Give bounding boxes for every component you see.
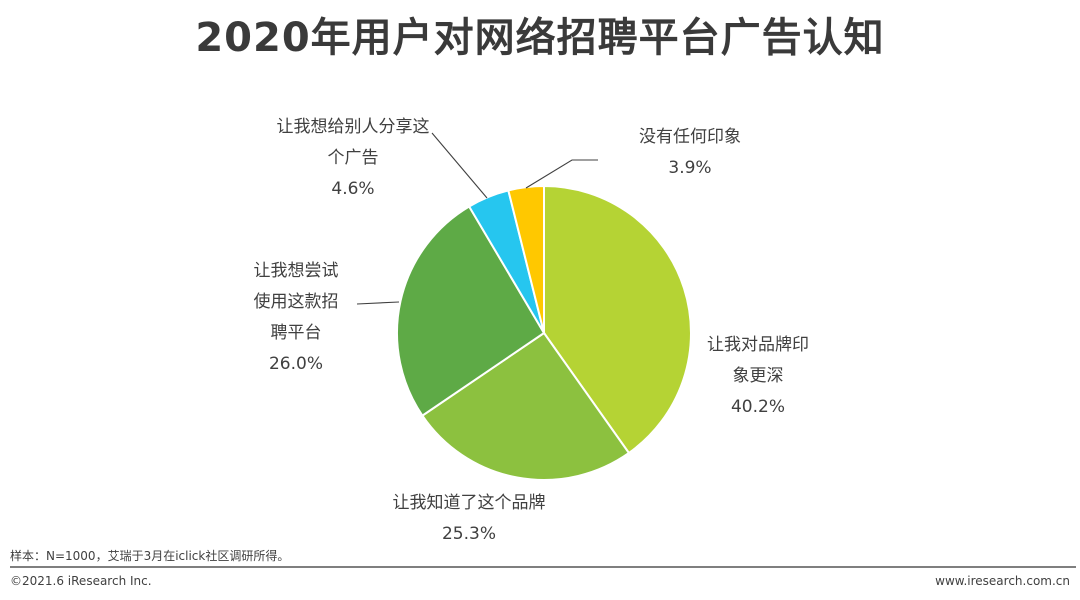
slice-want-to-try-label: 使用这款招	[254, 291, 339, 312]
slice-want-to-try-leader-line	[356, 301, 400, 305]
slice-want-to-try-label: 聘平台	[271, 323, 322, 343]
slice-no-impression-label: 没有任何印象	[639, 127, 741, 147]
slice-want-to-try-label: 让我想尝试	[254, 261, 339, 281]
slice-brand-impression-deeper-label: 让我对品牌印	[707, 335, 809, 355]
slice-want-to-try-value-label: 26.0%	[269, 354, 323, 374]
slice-brand-impression-deeper-label: 象更深	[733, 366, 784, 386]
slice-no-impression-leader-line	[525, 159, 598, 189]
slice-share-ad-label: 让我想给别人分享这	[277, 117, 430, 137]
website: www.iresearch.com.cn	[935, 574, 1070, 588]
slice-no-impression	[507, 184, 545, 334]
slice-brand-impression-deeper	[543, 184, 692, 455]
slice-no-impression-value-label: 3.9%	[668, 158, 711, 178]
slice-know-brand-value-label: 25.3%	[442, 524, 496, 544]
sample-note: 样本：N=1000，艾瑞于3月在iclick社区调研所得。	[10, 549, 290, 563]
copyright: ©2021.6 iResearch Inc.	[10, 574, 152, 588]
slice-brand-impression-deeper-value-label: 40.2%	[731, 397, 785, 417]
chart-title: 2020年用户对网络招聘平台广告认知	[195, 15, 885, 61]
slice-share-ad-label: 个广告	[328, 148, 379, 168]
slice-know-brand-label: 让我知道了这个品牌	[393, 493, 546, 513]
slice-share-ad-leader-line	[431, 132, 488, 199]
slice-share-ad-value-label: 4.6%	[331, 179, 374, 199]
footer-divider	[10, 566, 1076, 568]
slice-know-brand	[421, 331, 631, 481]
slice-want-to-try	[396, 205, 546, 418]
